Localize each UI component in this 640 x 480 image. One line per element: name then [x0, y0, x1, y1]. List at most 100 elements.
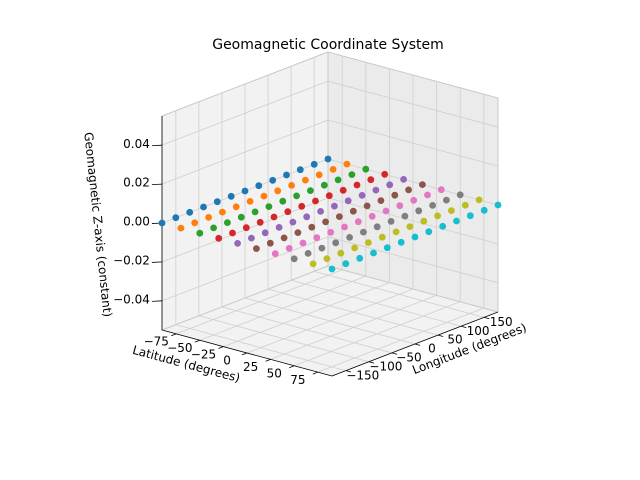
grid-line-y — [199, 275, 366, 341]
grid-line-y — [246, 288, 414, 354]
chart-title: Geomagnetic Coordinate System — [212, 37, 444, 53]
data-point — [443, 196, 450, 204]
data-point — [419, 181, 426, 189]
data-point — [362, 165, 370, 173]
x-tick — [484, 316, 490, 320]
data-point — [466, 212, 474, 220]
data-point — [274, 187, 282, 195]
data-point — [424, 191, 431, 199]
data-point — [255, 182, 263, 190]
data-point — [303, 213, 311, 221]
data-point — [186, 208, 194, 216]
grid-line-y — [270, 295, 437, 360]
grid-line-z — [327, 236, 499, 284]
data-point — [309, 260, 317, 268]
data-point — [279, 197, 287, 205]
grid-line-y — [176, 269, 343, 335]
data-point — [392, 228, 400, 236]
data-point — [425, 228, 433, 236]
data-point — [251, 208, 259, 216]
ticks: −150−100−500501001507550250−25−50−75−0.0… — [113, 116, 513, 387]
grid-line-z — [161, 236, 329, 302]
data-point — [310, 160, 318, 168]
x-tick — [461, 325, 467, 328]
x-tick — [345, 370, 352, 373]
y-tick — [265, 359, 271, 362]
data-point — [315, 171, 323, 179]
data-point — [312, 197, 319, 205]
data-point — [296, 166, 304, 174]
data-point — [351, 244, 358, 252]
data-point — [322, 218, 329, 226]
data-point — [367, 176, 375, 184]
data-point — [241, 187, 249, 195]
x-tick-label: −50 — [396, 350, 421, 364]
z-tick — [151, 261, 163, 263]
data-point — [290, 255, 298, 263]
data-point — [289, 218, 297, 226]
data-point — [377, 197, 385, 205]
data-point — [325, 192, 333, 200]
data-point — [213, 198, 221, 206]
z-axis-label: Geomagnetic Z-axis (constant) — [81, 131, 114, 317]
data-point — [317, 208, 324, 215]
data-point — [237, 213, 245, 221]
data-point — [256, 218, 264, 226]
data-point — [358, 192, 366, 199]
y-tick — [312, 371, 318, 375]
data-point — [275, 224, 283, 231]
data-point — [324, 155, 332, 163]
grid-line-z — [327, 80, 499, 128]
grid-line-y — [317, 307, 484, 373]
data-point — [439, 222, 447, 230]
data-point — [285, 244, 293, 252]
y-tick-label: 25 — [243, 360, 258, 374]
data-point — [260, 192, 268, 200]
data-point — [302, 176, 309, 184]
data-point — [158, 219, 166, 227]
data-point — [354, 218, 362, 226]
data-point — [368, 212, 376, 220]
y-tick-label: −25 — [191, 347, 216, 361]
data-point — [280, 234, 288, 242]
data-point — [261, 229, 269, 237]
data-point — [227, 192, 235, 200]
data-point — [234, 240, 242, 247]
data-point — [382, 207, 390, 215]
data-point — [196, 229, 204, 237]
x-tick-label: 0 — [428, 342, 436, 356]
data-point — [373, 223, 381, 231]
x-tick — [437, 334, 444, 337]
data-point — [200, 203, 207, 211]
data-point — [411, 233, 419, 241]
data-point — [270, 213, 278, 221]
data-point — [336, 213, 343, 221]
data-point — [397, 238, 405, 246]
z-tick-label: 0.00 — [123, 215, 150, 229]
data-point — [339, 186, 347, 194]
data-point — [356, 254, 364, 262]
data-point — [353, 181, 361, 189]
data-point — [400, 176, 407, 183]
data-point — [320, 181, 328, 189]
axes-panes — [162, 52, 498, 376]
y-tick — [218, 346, 224, 349]
grid-line-z — [327, 158, 499, 206]
data-point — [429, 202, 436, 209]
data-point — [405, 186, 412, 194]
data-point — [434, 212, 441, 220]
data-point — [456, 191, 464, 199]
data-point — [334, 176, 342, 184]
x-tick-label: −100 — [369, 359, 402, 373]
data-point — [253, 245, 260, 253]
data-point — [387, 218, 395, 225]
data-point — [344, 197, 352, 205]
data-point — [229, 229, 236, 237]
data-point — [293, 192, 300, 200]
data-point — [342, 260, 350, 268]
data-point — [346, 234, 353, 241]
z-tick-label: 0.02 — [123, 176, 150, 190]
data-point — [494, 201, 502, 209]
x-tick-label: 150 — [490, 315, 513, 329]
